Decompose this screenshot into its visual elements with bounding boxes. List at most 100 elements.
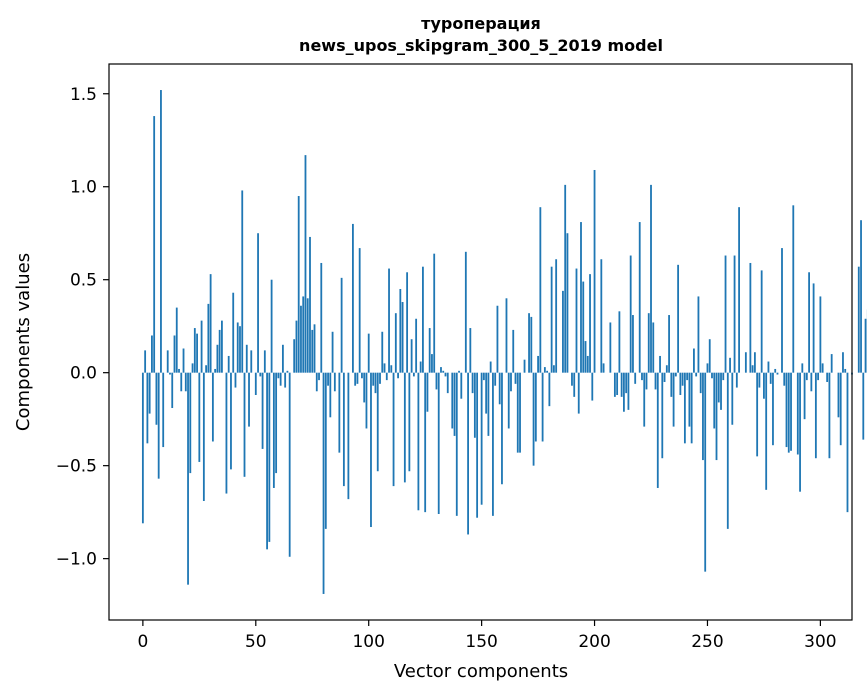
bar-39 [230,372,232,470]
bar-38 [227,355,230,373]
bar-159 [501,372,503,485]
x-tick-label: 150 [465,632,497,652]
bar-7 [157,372,160,479]
bar-73 [306,298,309,373]
bar-217 [632,315,634,373]
bar-97 [361,372,363,379]
bar-199 [591,372,594,401]
bar-181 [550,266,553,373]
bar-78 [318,372,320,381]
bar-45 [243,372,246,477]
bar-200 [593,169,596,373]
bar-223 [645,372,648,390]
bar-317 [857,266,860,373]
bar-276 [765,372,768,490]
bar-262 [733,255,736,373]
bar-174 [534,372,537,442]
bar-4 [151,335,153,373]
bar-295 [808,272,810,373]
bar-232 [665,365,668,373]
bar-247 [699,372,702,394]
bar-299 [817,372,820,381]
bar-234 [670,372,673,397]
bar-166 [516,372,519,453]
bar-57 [270,279,273,373]
bar-150 [480,372,483,505]
y-tick-label: −0.5 [56,457,97,477]
bar-267 [744,352,747,373]
bar-85 [333,372,336,392]
bar-3 [148,372,151,414]
bar-241 [686,372,689,381]
bar-260 [729,357,731,373]
bar-107 [383,363,386,373]
bar-249 [704,372,707,572]
bar-105 [379,372,381,384]
bar-47 [248,372,250,427]
chart-title-line-1: туроперация [421,14,541,33]
bar-173 [532,372,535,466]
bar-133 [442,370,445,373]
bar-69 [297,196,300,373]
bar-278 [769,372,772,384]
bar-52 [259,372,262,377]
bar-121 [415,318,418,373]
bar-71 [302,296,305,373]
bar-193 [577,372,580,414]
bar-17 [180,372,183,392]
bar-308 [837,372,840,418]
bar-99 [365,372,368,429]
bar-209 [613,372,616,397]
bar-13 [171,372,174,409]
bar-221 [641,372,643,381]
bar-64 [286,370,289,373]
bar-6 [155,372,158,425]
bar-2 [146,372,149,444]
bar-169 [523,359,526,373]
bar-290 [796,372,799,455]
bar-139 [455,372,458,516]
bar-75 [311,329,314,373]
bar-14 [173,335,176,373]
bar-109 [388,268,390,373]
bar-320 [864,318,867,373]
bar-110 [390,365,393,373]
bar-296 [810,372,813,392]
bar-312 [846,372,849,513]
bar-196 [584,341,587,373]
bar-148 [476,372,479,518]
bar-226 [652,322,655,373]
bar-79 [320,262,323,373]
bar-211 [618,311,621,373]
bar-237 [677,264,680,373]
bar-303 [826,372,829,382]
bar-165 [514,372,517,384]
bar-254 [715,372,718,461]
bar-48 [250,350,253,373]
y-tick-label: 1.0 [70,178,97,198]
bar-21 [189,372,192,474]
bar-0 [141,372,144,524]
bar-293 [803,372,806,420]
bar-157 [496,305,499,373]
bar-197 [586,355,589,373]
bar-120 [412,372,415,377]
bar-186 [562,290,564,373]
bar-122 [417,372,420,511]
bar-101 [370,372,372,528]
bar-171 [528,313,530,373]
bar-112 [394,313,397,373]
bar-58 [272,372,275,488]
bar-35 [221,320,223,373]
bar-125 [424,372,427,513]
bar-100 [367,333,370,373]
bar-253 [713,372,716,429]
bars-group [141,90,867,594]
bar-243 [690,372,693,444]
bar-56 [268,372,271,542]
bar-288 [792,205,795,373]
bar-113 [397,372,399,379]
bar-270 [751,365,754,373]
bar-192 [575,268,578,373]
bar-135 [446,372,449,394]
